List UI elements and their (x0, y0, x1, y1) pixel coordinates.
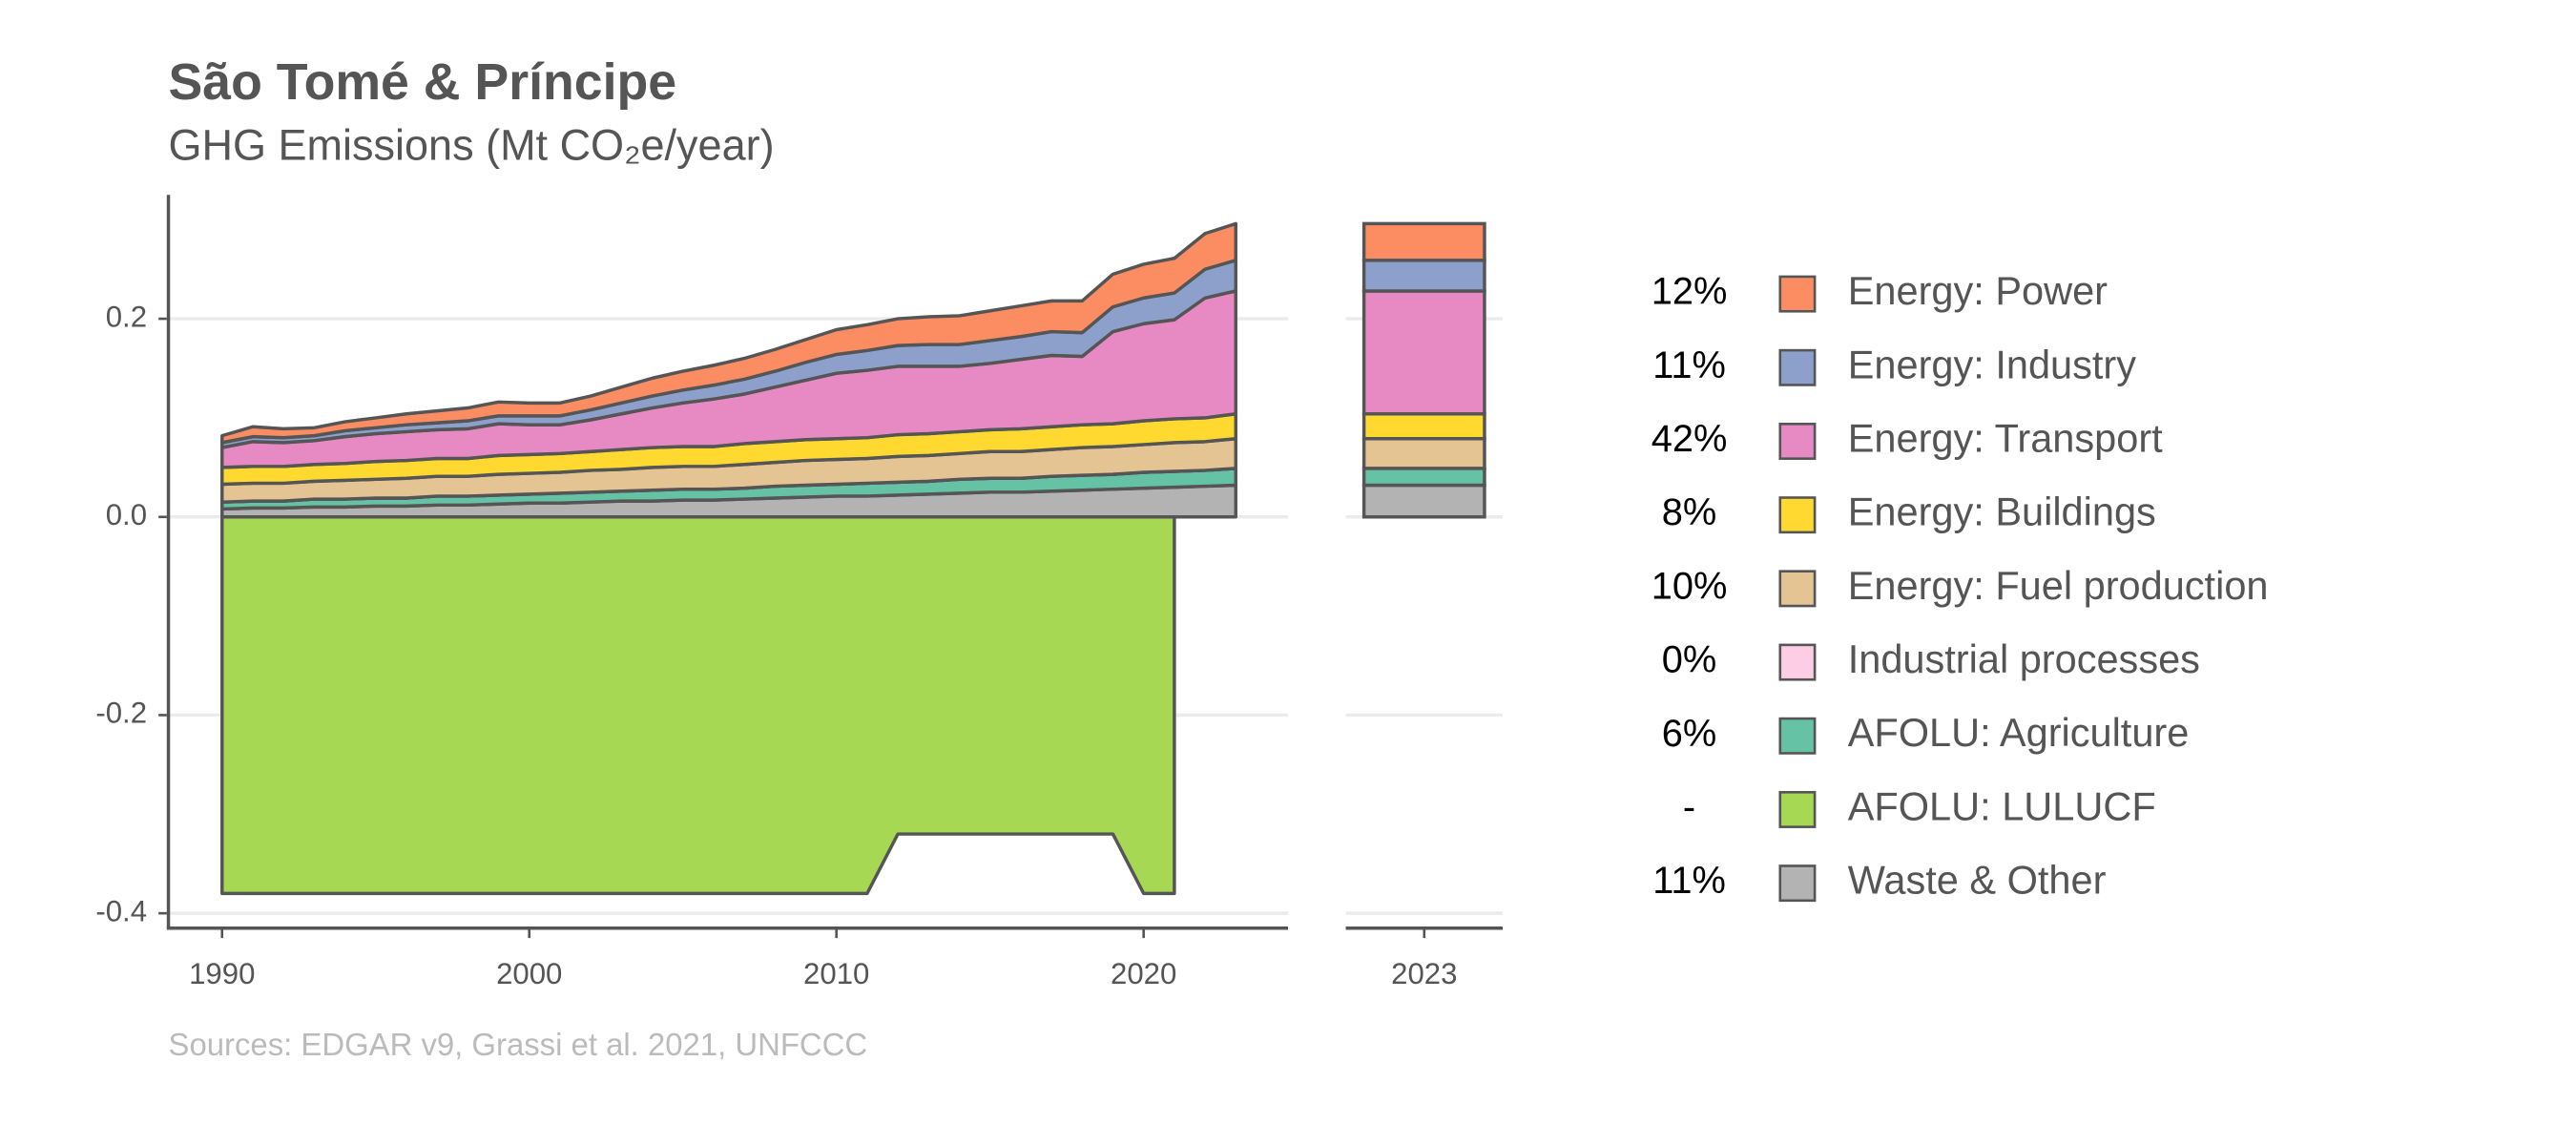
bar-segment (1361, 259, 1486, 293)
y-tick-label: -0.2 (95, 697, 147, 730)
legend-label: AFOLU: LULUCF (1848, 783, 2156, 828)
legend-share: 11% (1652, 344, 1726, 386)
legend-swatch (1778, 496, 1817, 534)
y-tick-label: 0.0 (106, 498, 147, 531)
bar-segment (1361, 221, 1486, 262)
area (220, 515, 1176, 896)
legend-share: 8% (1662, 491, 1717, 533)
legend-label: Industrial processes (1848, 636, 2200, 681)
legend-swatch (1778, 275, 1817, 313)
legend-share: 10% (1652, 565, 1728, 607)
legend-swatch (1778, 348, 1817, 386)
x-tick-label: 1990 (189, 957, 255, 990)
legend-label: Waste & Other (1848, 858, 2107, 903)
area (220, 221, 1237, 445)
legend-swatch (1778, 717, 1817, 755)
x-tick-label: 2023 (1391, 957, 1457, 990)
legend-label: Energy: Fuel production (1848, 563, 2269, 608)
y-tick-label: 0.2 (106, 300, 147, 333)
legend-share: 42% (1652, 418, 1728, 460)
legend-share: 0% (1662, 639, 1717, 681)
legend-swatch (1778, 864, 1817, 903)
bar-segment (1361, 436, 1486, 470)
chart-subtitle: GHG Emissions (Mt CO₂e/year) (169, 121, 775, 170)
legend-swatch (1778, 643, 1817, 681)
legend-share: 11% (1652, 860, 1726, 902)
legend-swatch (1778, 790, 1817, 828)
bar-segment (1361, 467, 1486, 488)
legend-share: 12% (1652, 271, 1728, 313)
y-tick-label: -0.4 (95, 894, 147, 927)
bar-segment (1361, 412, 1486, 441)
legend-label: Energy: Buildings (1848, 489, 2156, 534)
legend-swatch (1778, 570, 1817, 608)
legend-label: Energy: Transport (1848, 415, 2163, 460)
legend-swatch (1778, 423, 1817, 460)
bar-segment (1361, 289, 1486, 416)
source-note: Sources: EDGAR v9, Grassi et al. 2021, U… (169, 1027, 868, 1062)
chart-title: São Tomé & Príncipe (169, 53, 677, 111)
x-tick-label: 2010 (803, 957, 869, 990)
x-tick-label: 2020 (1111, 957, 1176, 990)
x-tick-label: 2000 (496, 957, 562, 990)
legend-label: AFOLU: Agriculture (1848, 710, 2190, 755)
legend-share: 6% (1662, 713, 1717, 755)
legend-label: Energy: Industry (1848, 342, 2137, 386)
bar-segment (1361, 483, 1486, 519)
legend-label: Energy: Power (1848, 268, 2108, 313)
legend-share: - (1683, 786, 1695, 828)
